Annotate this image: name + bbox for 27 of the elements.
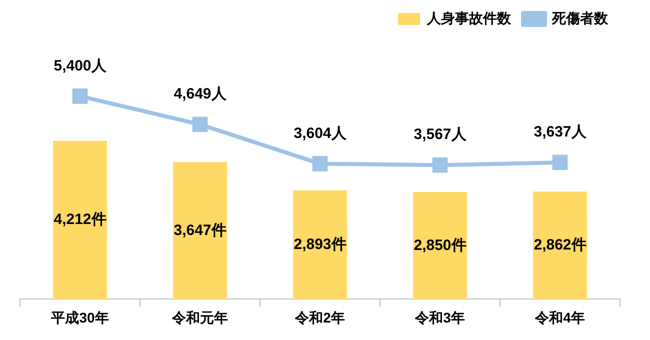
point <box>72 88 88 104</box>
x-tick-label: 令和2年 <box>294 309 345 326</box>
x-tick-label: 令和4年 <box>534 309 585 326</box>
data-label: 3,647件 <box>174 222 226 239</box>
point <box>552 154 568 170</box>
data-label: 3,567人 <box>414 126 468 144</box>
x-tick-label: 令和3年 <box>414 309 465 326</box>
legend-label: 死傷者数 <box>551 10 609 26</box>
bar <box>173 162 227 300</box>
data-label: 4,212件 <box>54 211 106 228</box>
point <box>192 116 208 132</box>
bar <box>53 140 107 300</box>
data-label: 4,649人 <box>174 86 228 103</box>
bar <box>413 192 467 300</box>
bar <box>533 192 587 300</box>
data-label: 5,400人 <box>54 57 108 74</box>
x-tick-label: 平成30年 <box>50 309 109 326</box>
point <box>432 157 448 173</box>
data-label: 2,850件 <box>414 236 466 254</box>
legend-label: 人身事故件数 <box>426 10 512 26</box>
data-label: 2,862件 <box>534 236 586 254</box>
data-label: 3,604人 <box>294 124 348 142</box>
bar <box>293 190 347 300</box>
data-label: 3,637人 <box>534 124 588 141</box>
x-tick-label: 令和元年 <box>171 309 228 326</box>
data-label: 2,893件 <box>294 236 346 253</box>
point <box>312 156 328 172</box>
